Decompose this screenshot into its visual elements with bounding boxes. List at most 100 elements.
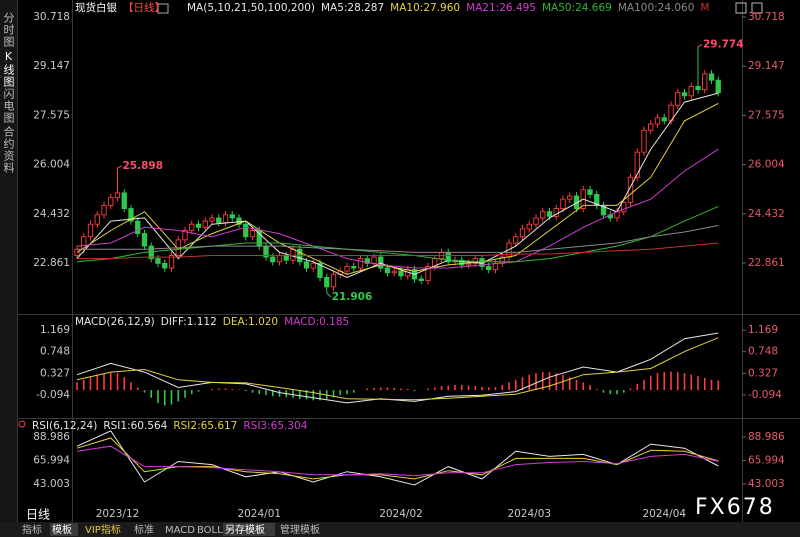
window-icon[interactable]	[751, 2, 763, 14]
x-tick-label: 2023/12	[96, 508, 140, 520]
legend-entry: RSI(6,12,24)	[32, 420, 97, 432]
candle-body	[141, 233, 148, 247]
x-tick-label: 2024/02	[379, 508, 423, 520]
sidebar-tab[interactable]: K线图	[2, 50, 15, 88]
candle-body	[513, 236, 519, 244]
candle-body	[398, 270, 404, 277]
legend-entry: MA(5,10,21,50,100,200)	[187, 2, 315, 14]
legend-entry: MACD:0.185	[284, 316, 349, 328]
y-tick-label: 88.986	[748, 431, 785, 443]
y-tick-label: 26.004	[748, 159, 785, 171]
candle-body	[229, 214, 235, 219]
toolbar-tab-bg[interactable]	[278, 523, 330, 536]
candle-body	[540, 211, 546, 219]
candle-body	[634, 151, 640, 178]
y-tick-label: 43.003	[33, 478, 70, 490]
candle-body	[94, 214, 100, 225]
candle-body	[290, 248, 296, 261]
candle-body	[182, 230, 188, 241]
candle-body	[195, 223, 202, 228]
annotation-leader	[117, 165, 122, 169]
annotation-leader	[326, 292, 332, 298]
toolbar-tab[interactable]: 模板	[52, 523, 72, 536]
candle-body	[648, 123, 654, 131]
toolbar-tab-bg[interactable]	[50, 523, 78, 536]
copy-icon[interactable]	[157, 3, 169, 14]
toolbar-tab-bg[interactable]	[83, 523, 129, 536]
sidebar-tab[interactable]: 合约资料	[2, 125, 15, 174]
legend-entry: DEA:1.020	[223, 316, 278, 328]
toolbar-tab-bg[interactable]	[132, 523, 160, 536]
toolbar-tab-bg[interactable]	[20, 523, 48, 536]
toolbar-tab-bg[interactable]	[163, 523, 193, 536]
candle-body	[533, 217, 539, 225]
y-tick-label: 22.861	[33, 257, 70, 269]
legend-entry: MA5:28.287	[321, 2, 384, 14]
legend-entry: RSI1:60.564	[103, 420, 167, 432]
toolbar-tab[interactable]: MACD	[165, 525, 195, 536]
candle-body	[621, 201, 627, 213]
legend-entry: 现货白银	[75, 1, 117, 14]
annotation: 21.906	[332, 291, 373, 303]
toolbar-tab[interactable]: VIP指标	[85, 523, 121, 536]
candle-body	[391, 270, 397, 274]
y-tick-label: 29.147	[748, 60, 785, 72]
y-tick-label: 30.718	[33, 11, 70, 23]
y-tick-label: 30.718	[748, 11, 785, 23]
legend-entry: 【日线】	[123, 1, 165, 14]
candle-body	[114, 192, 121, 199]
indicator-line	[76, 102, 719, 275]
candle-body	[243, 223, 249, 238]
candle-body	[310, 262, 316, 269]
candle-body	[364, 258, 370, 264]
toolbar-tab[interactable]: 管理模板	[280, 523, 320, 536]
candle-body	[486, 266, 492, 271]
window-icon[interactable]	[735, 2, 747, 14]
toolbar-tab-bg[interactable]	[223, 523, 275, 536]
period-label: 日线	[26, 508, 50, 522]
y-tick-label: 1.169	[748, 324, 778, 336]
x-tick-label: 2024/03	[507, 508, 551, 520]
indicator-line	[77, 242, 719, 260]
toolbar-tab[interactable]: 标准	[134, 524, 154, 536]
y-tick-label: 27.575	[748, 109, 785, 121]
x-tick-label: 2024/01	[237, 508, 281, 520]
annotation: 25.898	[123, 160, 164, 172]
panel: 1.169 1.169 0.748 0.748 0.327 0.327 -0.094 -0.0…	[36, 316, 782, 406]
sidebar-tab[interactable]: 闪电图	[2, 87, 15, 124]
candle-body	[283, 255, 289, 261]
candle-body	[87, 223, 94, 238]
y-tick-label: 43.003	[748, 478, 785, 490]
y-tick-label: 65.994	[748, 454, 785, 466]
sidebar-tab[interactable]: 分时图	[2, 12, 15, 48]
candle-body	[276, 255, 283, 263]
candle-body	[108, 197, 114, 206]
candle-body	[162, 262, 168, 269]
toolbar-tab[interactable]: BOLL	[197, 525, 223, 536]
candle-body	[519, 228, 526, 238]
y-tick-label: 24.432	[748, 208, 785, 220]
toolbar-tab[interactable]: 指标	[22, 523, 42, 536]
toolbar-tab-bg[interactable]	[195, 523, 221, 536]
legend-entry: DIFF:1.112	[161, 316, 217, 328]
candle-body	[202, 220, 208, 228]
candle-body	[702, 73, 708, 91]
settings-icon[interactable]	[18, 420, 26, 428]
candle-body	[560, 198, 566, 210]
indicator-line	[76, 332, 719, 404]
legend-entry: RSI2:65.617	[173, 420, 237, 432]
y-tick-label: 29.147	[33, 60, 70, 72]
toolbar-tab[interactable]: 另存模板	[225, 523, 265, 536]
indicator-line	[77, 225, 719, 253]
candle-body	[695, 85, 701, 91]
panel-frames	[17, 0, 800, 522]
candle-body	[641, 129, 647, 153]
indicator-line	[76, 92, 719, 278]
candle-body	[371, 256, 377, 264]
candle-body	[459, 259, 465, 266]
y-tick-label: 88.986	[33, 431, 70, 443]
candle-body	[330, 273, 337, 288]
y-tick-label: -0.094	[748, 389, 782, 401]
candle-body	[344, 266, 350, 272]
